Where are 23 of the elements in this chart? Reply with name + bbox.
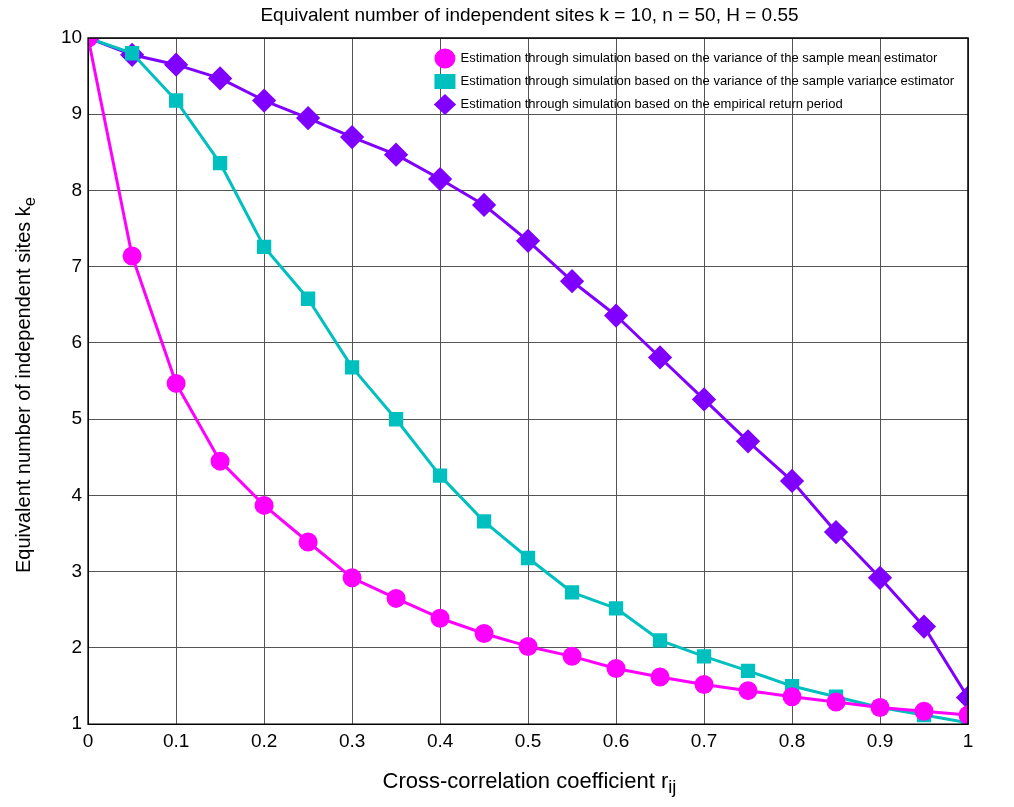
y-tick-label: 10 [60,26,83,48]
x-tick-label: 1 [962,729,974,751]
y-tick-label: 3 [71,559,83,581]
x-tick-label: 0.2 [250,729,278,751]
x-tick-label: 0.9 [866,729,894,751]
y-tick-label: 4 [71,483,83,505]
x-tick-label: 0.4 [426,729,454,751]
x-tick-label: 0 [82,729,94,751]
x-axis-title: Cross-correlation coefficient r$_{ij}$ [381,768,678,799]
y-tick-label: 9 [71,102,83,124]
x-tick-label: 0.6 [602,729,630,751]
x-tick-label: 0.5 [514,729,542,751]
y-tick-label: 2 [71,636,83,658]
x-tick-label: 0.8 [778,729,806,751]
chart-title: Equivalent number of independent sites k = 10, n = 50, H = 0.55 [259,4,800,26]
y-tick-label: 5 [71,407,83,429]
y-tick-label: 8 [71,178,83,200]
x-tick-label: 0.7 [690,729,718,751]
x-tick-label: 0.3 [338,729,366,751]
x-tick-label: 0.1 [162,729,190,751]
y-tick-label: 1 [71,712,83,734]
y-tick-label: 6 [71,331,83,353]
y-tick-label: 7 [71,254,83,276]
